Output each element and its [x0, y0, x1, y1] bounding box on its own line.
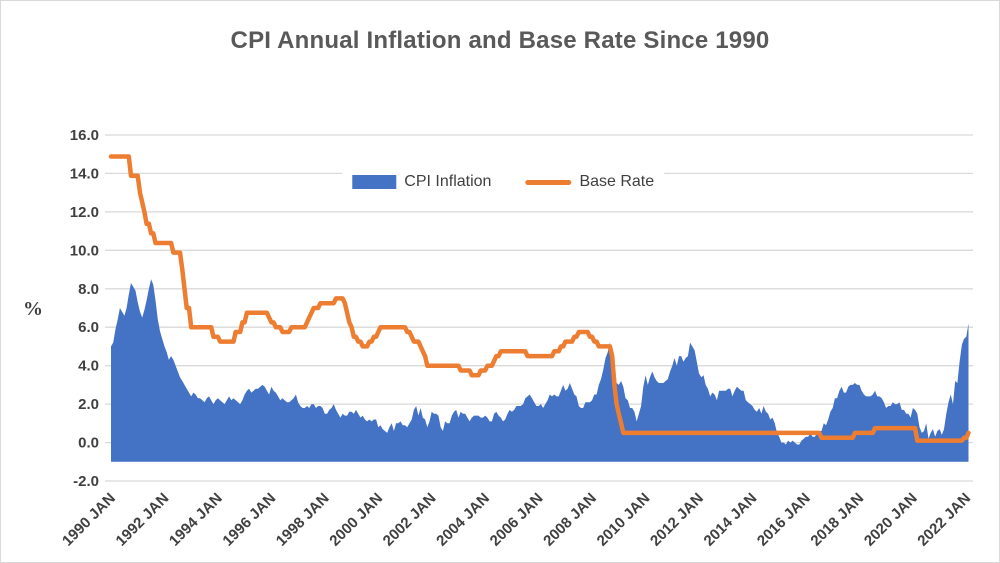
x-tick-label: 2010 JAN [594, 490, 654, 550]
x-tick-label: 1990 JAN [59, 490, 119, 550]
cpi-area-swatch-icon [352, 175, 397, 189]
y-axis-title: % [23, 298, 43, 320]
legend: CPI Inflation Base Rate [342, 169, 665, 195]
y-tick-label: 8.0 [78, 281, 99, 298]
x-tick-label: 2014 JAN [701, 490, 761, 550]
x-tick-label: 2000 JAN [326, 490, 386, 550]
cpi-area-series [111, 279, 969, 462]
x-tick-label: 1992 JAN [113, 490, 173, 550]
x-tick-label: 2022 JAN [914, 490, 974, 550]
y-tick-label: -2.0 [73, 473, 99, 490]
legend-label-cpi: CPI Inflation [404, 173, 492, 190]
y-tick-label: 12.0 [70, 204, 99, 221]
x-tick-label: 1998 JAN [273, 490, 333, 550]
x-tick-label: 2012 JAN [647, 490, 707, 550]
x-tick-label: 2004 JAN [433, 490, 493, 550]
y-tick-label: 16.0 [70, 127, 99, 144]
y-tick-label: 10.0 [70, 242, 99, 259]
chart-title: CPI Annual Inflation and Base Rate Since… [230, 27, 770, 54]
x-tick-label: 2016 JAN [754, 490, 814, 550]
base-rate-line-swatch-icon [525, 179, 572, 185]
x-tick-label: 2008 JAN [540, 490, 600, 550]
legend-item-cpi: CPI Inflation [352, 173, 491, 191]
x-tick-label: 2006 JAN [487, 490, 547, 550]
legend-label-base: Base Rate [579, 173, 655, 190]
base-rate-line-series [108, 154, 971, 443]
y-tick-label: 6.0 [78, 319, 99, 336]
x-tick-label: 2018 JAN [807, 490, 867, 550]
y-tick-label: 2.0 [78, 396, 99, 413]
legend-item-base: Base Rate [525, 173, 654, 191]
y-tick-label: 0.0 [78, 435, 99, 452]
y-tick-label: 4.0 [78, 358, 99, 375]
x-tick-label: 2002 JAN [380, 490, 440, 550]
x-tick-label: 1994 JAN [166, 490, 226, 550]
y-tick-label: 14.0 [70, 165, 99, 182]
x-tick-label: 2020 JAN [861, 490, 921, 550]
x-tick-label: 1996 JAN [219, 490, 279, 550]
